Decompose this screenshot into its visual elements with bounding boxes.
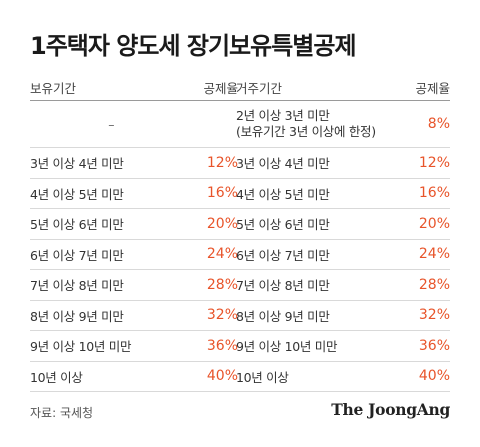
table-row: 2년 이상 3년 미만 (보유기간 3년 이상에 한정) 8% (236, 101, 450, 148)
row-rate: 28% (206, 276, 238, 293)
row-rate: 24% (206, 246, 238, 263)
table-row: 3년 이상 4년 미만 12% (236, 148, 450, 179)
row-rate: 36% (418, 337, 450, 354)
row-period: 9년 이상 10년 미만 (236, 339, 338, 355)
source-note: 자료: 국세청 (30, 406, 94, 420)
header-period: 보유기간 (30, 80, 77, 96)
table-row: 7년 이상 8년 미만 28% (30, 270, 238, 301)
row-rate: 8% (427, 116, 450, 132)
holding-period-table: 보유기간 공제율 – 3년 이상 4년 미만 12% 4년 이상 5년 미만 1… (30, 74, 238, 392)
row-period: 10년 이상 (30, 369, 83, 385)
residence-period-table: 거주기간 공제율 2년 이상 3년 미만 (보유기간 3년 이상에 한정) 8%… (236, 74, 450, 392)
row-period: 3년 이상 4년 미만 (30, 156, 124, 172)
table-row: 6년 이상 7년 미만 24% (30, 240, 238, 270)
row-rate: 32% (418, 307, 450, 324)
row-rate: 20% (206, 215, 238, 232)
row-period: 7년 이상 8년 미만 (30, 278, 124, 294)
row-period: 4년 이상 5년 미만 (236, 186, 330, 202)
header-rate: 공제율 (203, 80, 238, 96)
row-period: 6년 이상 7년 미만 (30, 247, 124, 263)
table-row: 8년 이상 9년 미만 32% (236, 301, 450, 331)
row-period: 9년 이상 10년 미만 (30, 339, 132, 355)
row-period: 3년 이상 4년 미만 (236, 156, 330, 172)
header-rate: 공제율 (415, 80, 450, 96)
row-period: 2년 이상 3년 미만 (보유기간 3년 이상에 한정) (236, 108, 376, 139)
header-period: 거주기간 (236, 80, 283, 96)
table-row: – (30, 101, 238, 148)
row-period: 4년 이상 5년 미만 (30, 186, 124, 202)
table-row: 5년 이상 6년 미만 20% (30, 209, 238, 240)
row-rate: 16% (206, 185, 238, 202)
table-header: 거주기간 공제율 (236, 74, 450, 101)
table-header: 보유기간 공제율 (30, 74, 238, 101)
row-rate: 24% (418, 246, 450, 263)
table-row: 9년 이상 10년 미만 36% (236, 331, 450, 362)
table-row: 4년 이상 5년 미만 16% (30, 179, 238, 209)
table-row: 5년 이상 6년 미만 20% (236, 209, 450, 240)
row-rate: 28% (418, 276, 450, 293)
row-rate: 20% (418, 215, 450, 232)
table-row: 9년 이상 10년 미만 36% (30, 331, 238, 362)
row-rate: 40% (206, 368, 238, 385)
brand-logo: The JoongAng (331, 400, 450, 419)
row-rate: 32% (206, 307, 238, 324)
row-rate: 40% (418, 368, 450, 385)
row-period: 5년 이상 6년 미만 (236, 217, 330, 233)
table-row: 8년 이상 9년 미만 32% (30, 301, 238, 331)
row-period: – (108, 116, 115, 132)
table-row: 6년 이상 7년 미만 24% (236, 240, 450, 270)
table-row: 4년 이상 5년 미만 16% (236, 179, 450, 209)
table-row: 3년 이상 4년 미만 12% (30, 148, 238, 179)
row-period: 10년 이상 (236, 369, 289, 385)
table-row: 10년 이상 40% (30, 362, 238, 392)
row-rate: 16% (418, 185, 450, 202)
row-period: 6년 이상 7년 미만 (236, 247, 330, 263)
table-row: 7년 이상 8년 미만 28% (236, 270, 450, 301)
row-rate: 12% (206, 154, 238, 171)
row-rate: 12% (418, 154, 450, 171)
page-title: 1주택자 양도세 장기보유특별공제 (30, 32, 357, 60)
row-rate: 36% (206, 337, 238, 354)
table-row: 10년 이상 40% (236, 362, 450, 392)
row-period: 8년 이상 9년 미만 (30, 308, 124, 324)
row-period: 8년 이상 9년 미만 (236, 308, 330, 324)
row-period: 5년 이상 6년 미만 (30, 217, 124, 233)
row-period: 7년 이상 8년 미만 (236, 278, 330, 294)
